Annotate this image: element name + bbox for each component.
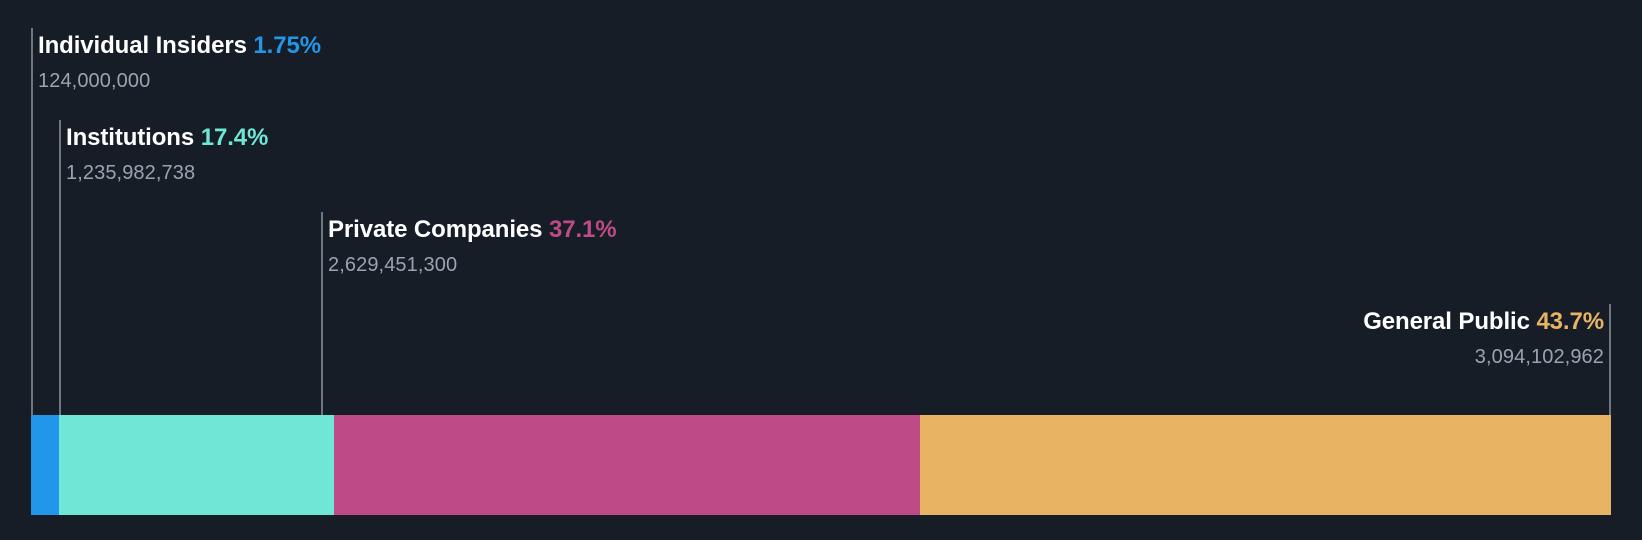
- segment-name-text: Individual Insiders: [38, 32, 247, 59]
- bar-segment-private-companies[interactable]: [333, 415, 921, 515]
- segment-percent: 43.7%: [1536, 308, 1604, 335]
- segment-value: 1,235,982,738: [66, 162, 196, 184]
- bar-segment-general-public[interactable]: [920, 415, 1611, 515]
- stacked-ownership-bar[interactable]: [31, 415, 1611, 515]
- segment-name: Individual Insiders 1.75%: [38, 31, 321, 61]
- segment-name-text: Private Companies: [328, 216, 543, 243]
- segment-percent: 37.1%: [548, 216, 617, 243]
- segment-value: 2,629,451,300: [328, 254, 458, 276]
- segment-name-text: General Public: [1363, 308, 1530, 335]
- bar-segment-individual-insiders[interactable]: [31, 415, 59, 515]
- segment-label-group: Private Companies 37.1% 2,629,451,300: [328, 215, 617, 278]
- segment-name: Private Companies 37.1%: [328, 215, 617, 245]
- segment-name: Institutions 17.4%: [66, 123, 268, 153]
- segment-label-group: Institutions 17.4% 1,235,982,738: [66, 123, 268, 186]
- segment-name-text: Institutions: [66, 124, 195, 151]
- leader-line: [59, 120, 61, 415]
- segment-value: 124,000,000: [38, 70, 151, 92]
- segment-label-group: General Public 43.7% 3,094,102,962: [1363, 307, 1604, 370]
- bar-segment-institutions[interactable]: [58, 415, 334, 515]
- leader-line: [1609, 304, 1611, 415]
- segment-value: 3,094,102,962: [1474, 346, 1604, 368]
- segment-label-group: Individual Insiders 1.75% 124,000,000: [38, 31, 321, 94]
- segment-percent: 17.4%: [200, 124, 269, 151]
- segment-name: General Public 43.7%: [1363, 307, 1604, 337]
- segment-percent: 1.75%: [253, 32, 321, 59]
- leader-line: [31, 28, 33, 415]
- leader-line: [321, 212, 323, 415]
